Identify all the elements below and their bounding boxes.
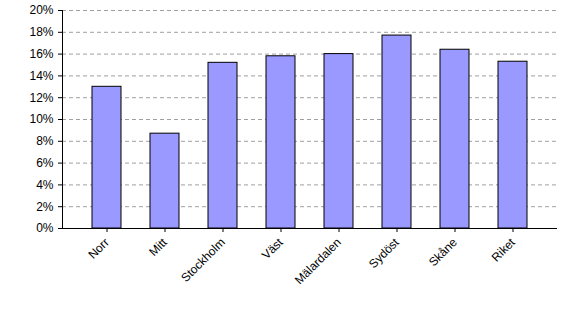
svg-text:Norr: Norr bbox=[85, 235, 111, 261]
svg-text:14%: 14% bbox=[29, 69, 53, 83]
svg-text:Skåne: Skåne bbox=[426, 235, 460, 269]
svg-text:4%: 4% bbox=[36, 178, 54, 192]
svg-text:8%: 8% bbox=[36, 134, 54, 148]
svg-text:6%: 6% bbox=[36, 156, 54, 170]
svg-text:0%: 0% bbox=[36, 221, 54, 235]
svg-text:Sydöst: Sydöst bbox=[366, 235, 402, 271]
svg-text:10%: 10% bbox=[29, 112, 53, 126]
svg-text:16%: 16% bbox=[29, 47, 53, 61]
svg-text:Stockholm: Stockholm bbox=[178, 235, 228, 285]
svg-text:18%: 18% bbox=[29, 25, 53, 39]
svg-text:12%: 12% bbox=[29, 91, 53, 105]
svg-text:Väst: Väst bbox=[259, 235, 286, 262]
svg-text:20%: 20% bbox=[29, 3, 53, 17]
svg-text:Riket: Riket bbox=[489, 235, 519, 265]
svg-text:2%: 2% bbox=[36, 200, 54, 214]
svg-text:Mitt: Mitt bbox=[146, 235, 170, 259]
svg-text:Mälardalen: Mälardalen bbox=[292, 235, 344, 287]
